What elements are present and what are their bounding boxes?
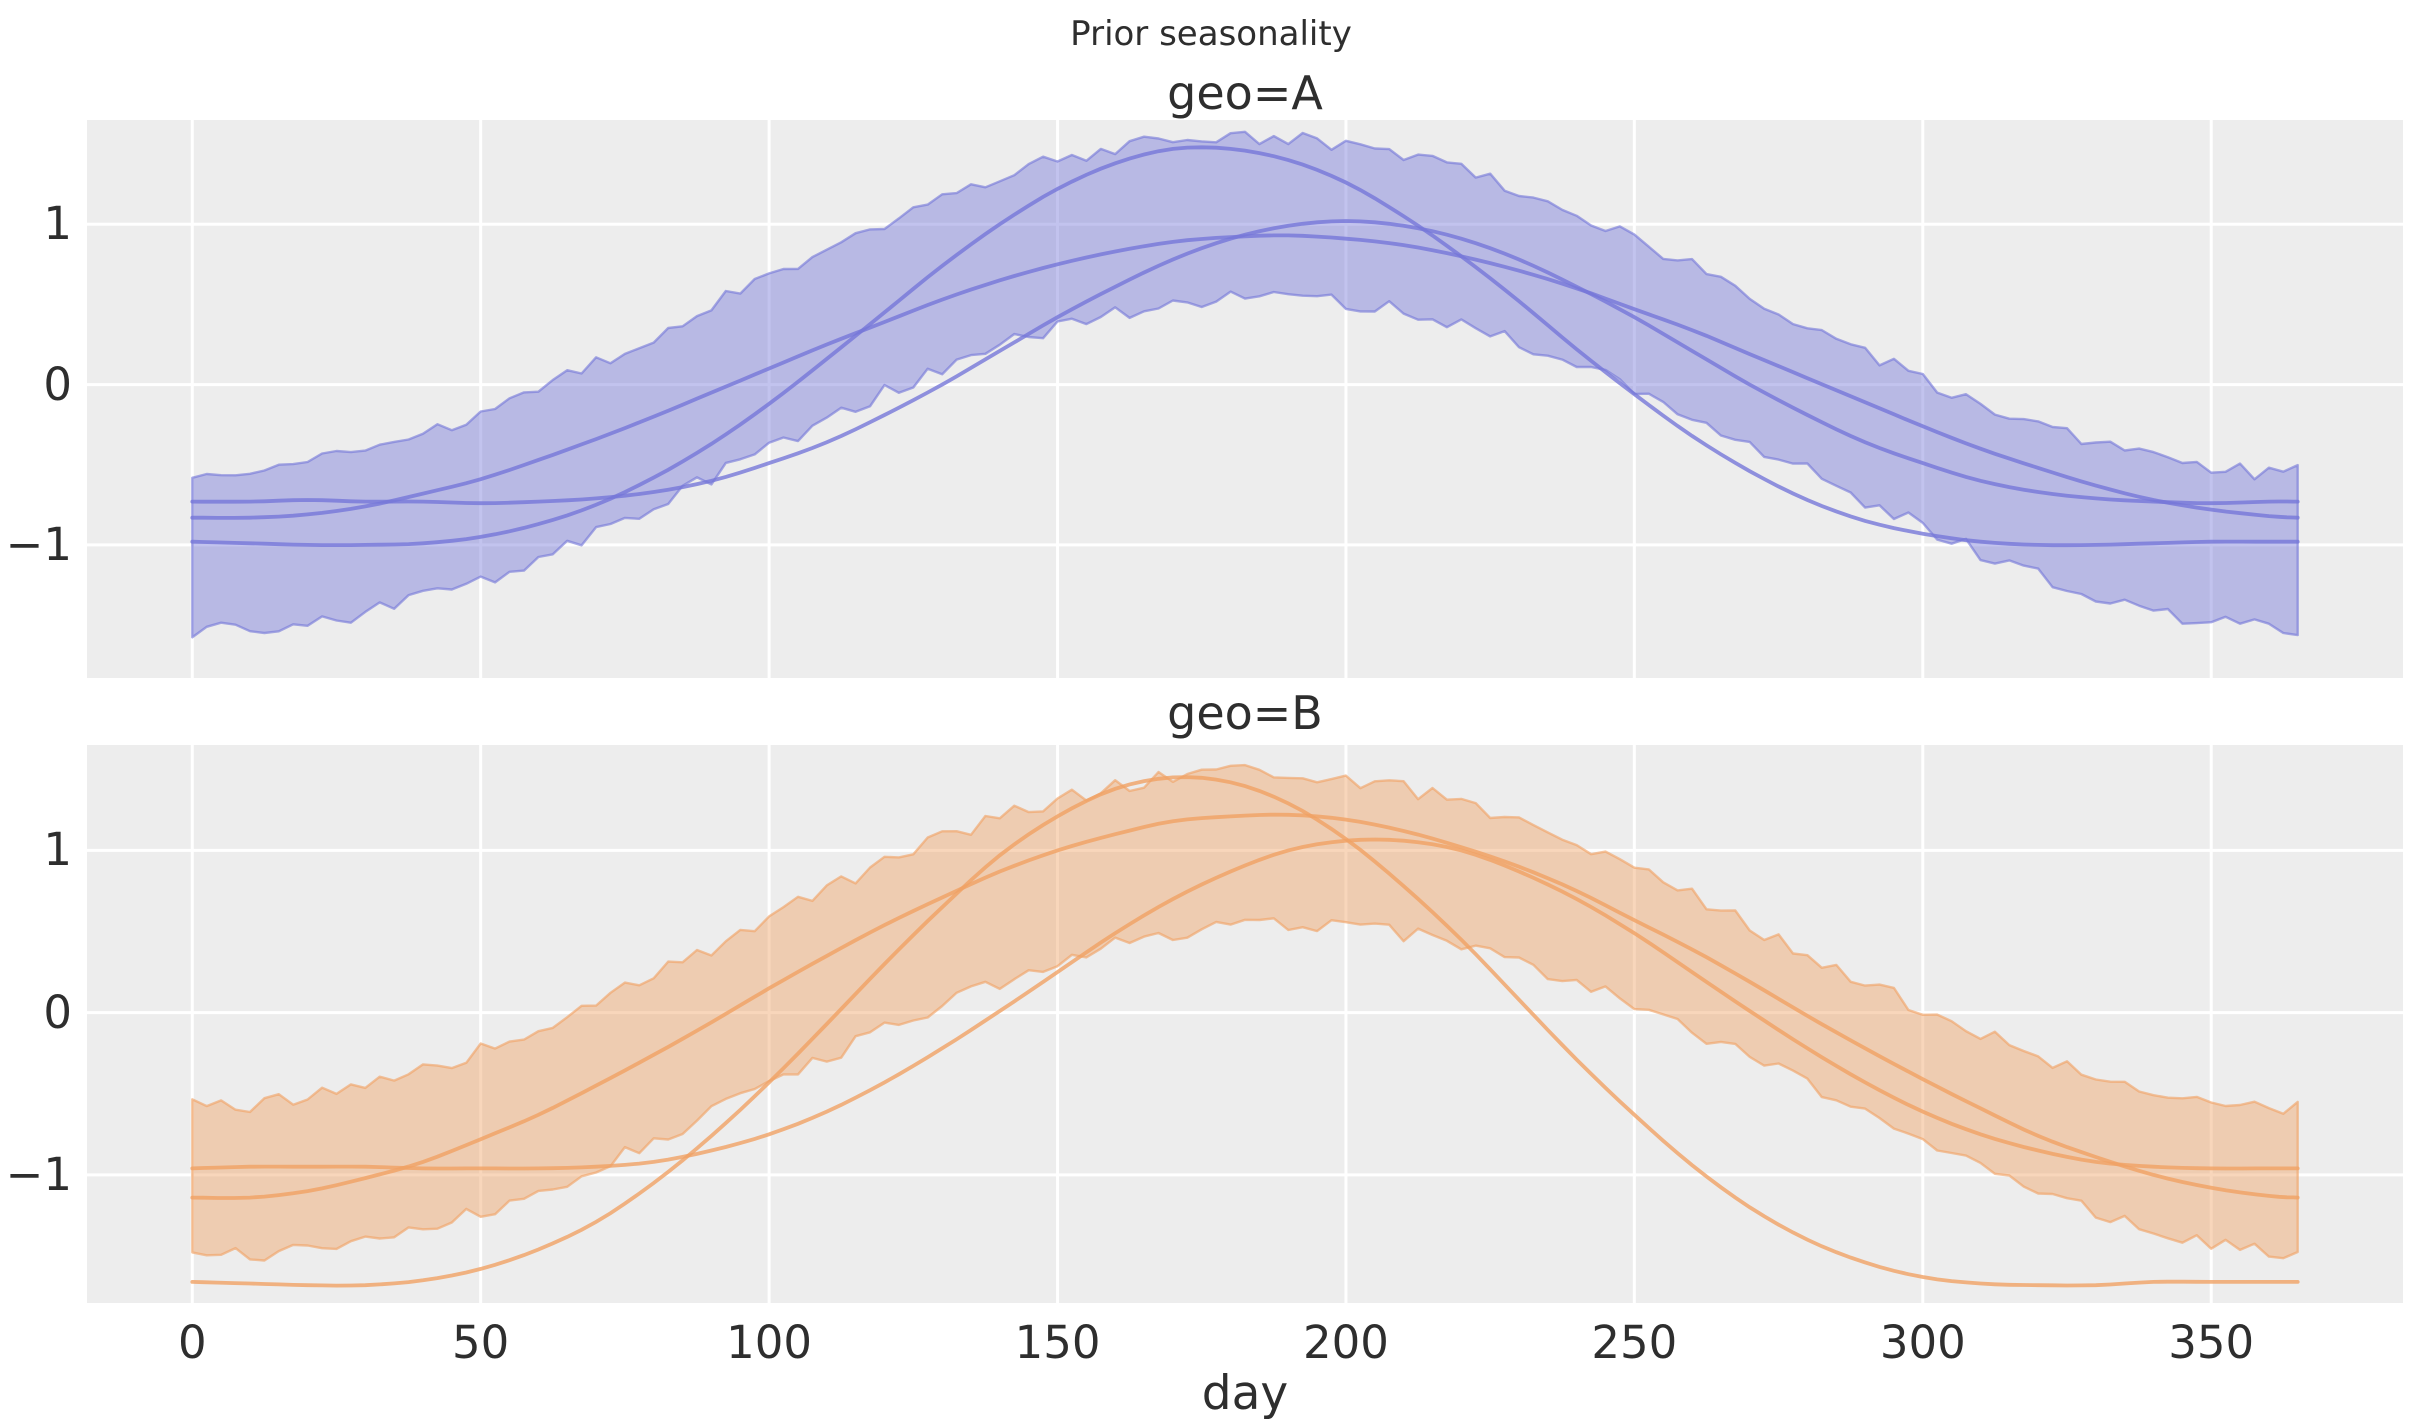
x-tick-label: 0 — [177, 1316, 207, 1369]
y-tick-label: 0 — [43, 985, 72, 1039]
seasonality-curve-1 — [190, 775, 2300, 1288]
seasonality-curve-3 — [190, 233, 2300, 520]
x-tick-label: 350 — [2168, 1316, 2255, 1369]
seasonality-curve-3 — [190, 812, 2300, 1200]
subplot-title-geo-b: geo=B — [1167, 686, 1323, 740]
y-tick-label: −1 — [5, 517, 72, 571]
x-tick-label: 200 — [1302, 1316, 1389, 1369]
y-tick-label: 1 — [43, 197, 72, 251]
y-tick-label: 1 — [43, 823, 72, 877]
x-axis-label: day — [1201, 1366, 1289, 1421]
seasonality-curve-1 — [190, 145, 2300, 548]
y-tick-label: −1 — [5, 1147, 72, 1201]
y-tick-label: 0 — [43, 357, 72, 411]
plot-area-geo-b — [87, 745, 2403, 1303]
x-tick-label: 250 — [1591, 1316, 1678, 1369]
chart-geo-b — [87, 745, 2403, 1303]
subplot-title-geo-a: geo=A — [1167, 66, 1323, 120]
x-tick-label: 100 — [726, 1316, 813, 1369]
x-tick-label: 50 — [452, 1316, 510, 1369]
chart-geo-a — [87, 120, 2403, 678]
x-tick-label: 300 — [1879, 1316, 1966, 1369]
plot-area-geo-a — [87, 120, 2403, 678]
seasonality-curve-2 — [190, 219, 2300, 506]
x-tick-label: 150 — [1014, 1316, 1101, 1369]
seasonality-curve-2 — [190, 837, 2300, 1171]
figure-title: Prior seasonality — [1070, 14, 1352, 54]
